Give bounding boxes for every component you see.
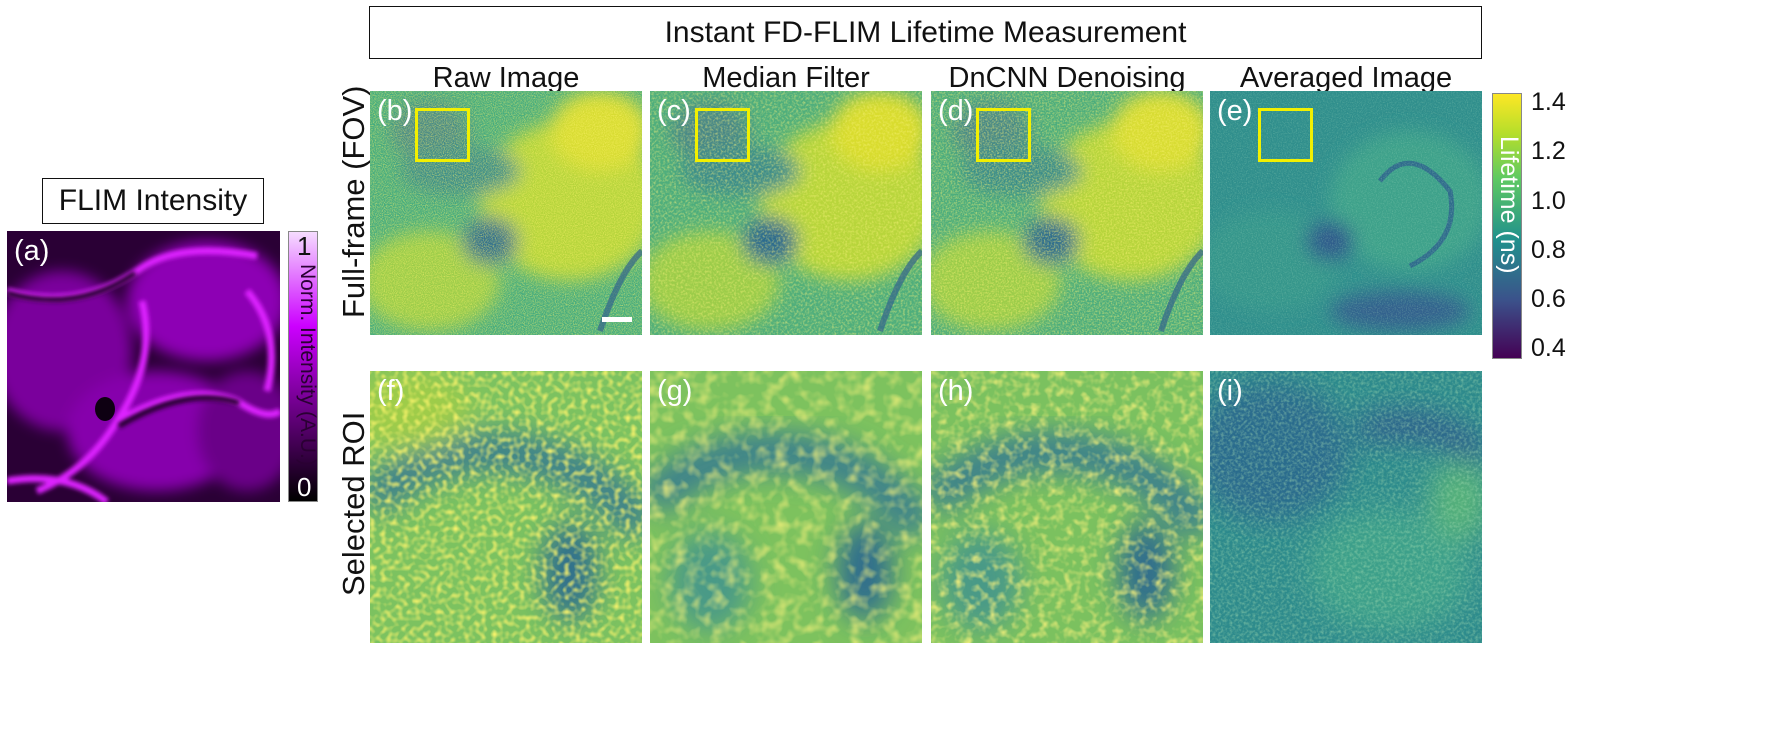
panel-label-e: (e) bbox=[1217, 95, 1253, 127]
lifetime-title-text: Instant FD-FLIM Lifetime Measurement bbox=[664, 15, 1187, 49]
scale-bar bbox=[602, 317, 632, 322]
lifetime-title: Instant FD-FLIM Lifetime Measurement bbox=[369, 6, 1482, 59]
roi-box-e bbox=[1258, 108, 1313, 162]
flim-intensity-title: FLIM Intensity bbox=[42, 178, 264, 224]
lifetime-tick-0-4: 0.4 bbox=[1531, 334, 1566, 362]
roi-raw-image: (f) bbox=[370, 371, 642, 643]
column-title-raw: Raw Image bbox=[432, 62, 580, 94]
panel-label-f: (f) bbox=[377, 375, 405, 407]
panel-label-i: (i) bbox=[1217, 375, 1243, 407]
roi-box-c bbox=[695, 108, 750, 162]
column-title-averaged: Averaged Image bbox=[1239, 62, 1453, 94]
flim-intensity-image: (a) bbox=[7, 231, 280, 502]
fov-median-image: (c) bbox=[650, 91, 922, 335]
row-title-roi: Selected ROI bbox=[336, 411, 371, 596]
roi-averaged-image: (i) bbox=[1210, 371, 1482, 643]
panel-label-h: (h) bbox=[938, 375, 974, 407]
panel-label-b: (b) bbox=[377, 95, 413, 127]
row-title-fov: Full-frame (FOV) bbox=[336, 85, 371, 319]
fov-averaged-image: (e) bbox=[1210, 91, 1482, 335]
roi-box-b bbox=[415, 108, 470, 162]
intensity-colorbar bbox=[288, 231, 318, 502]
lifetime-colorbar-label: Lifetime (ns) bbox=[1495, 136, 1523, 274]
flim-intensity-title-text: FLIM Intensity bbox=[58, 184, 248, 217]
intensity-colorbar-label: Norm. Intensity (A.U.) bbox=[296, 264, 319, 466]
panel-label-a: (a) bbox=[14, 235, 50, 267]
column-title-dncnn: DnCNN Denoising bbox=[948, 62, 1186, 94]
lifetime-tick-1-0: 1.0 bbox=[1531, 187, 1566, 215]
fov-dncnn-image: (d) bbox=[931, 91, 1203, 335]
roi-median-image: (g) bbox=[650, 371, 922, 643]
panel-label-d: (d) bbox=[938, 95, 974, 127]
lifetime-colorbar bbox=[1492, 93, 1522, 359]
column-title-median: Median Filter bbox=[702, 62, 870, 94]
intensity-colorbar-max-tick: 1 bbox=[297, 231, 312, 261]
lifetime-tick-1-4: 1.4 bbox=[1531, 88, 1566, 116]
panel-label-c: (c) bbox=[657, 95, 691, 127]
roi-dncnn-image: (h) bbox=[931, 371, 1203, 643]
lifetime-tick-1-2: 1.2 bbox=[1531, 137, 1566, 165]
roi-box-d bbox=[976, 108, 1031, 162]
fov-raw-image: (b) bbox=[370, 91, 642, 335]
lifetime-tick-0-8: 0.8 bbox=[1531, 236, 1566, 264]
panel-label-g: (g) bbox=[657, 375, 693, 407]
lifetime-tick-0-6: 0.6 bbox=[1531, 285, 1566, 313]
intensity-colorbar-min-tick: 0 bbox=[297, 472, 312, 502]
